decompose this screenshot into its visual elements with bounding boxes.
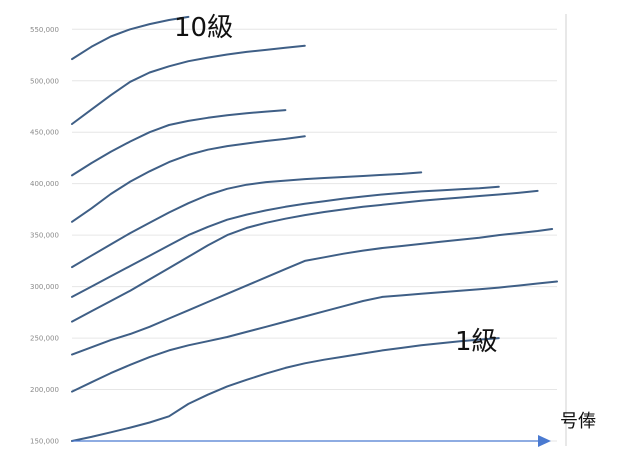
y-tick-label: 150,000 [30,438,59,446]
y-tick-labels: 150,000 200,000 250,000 300,000 350,000 400,0… [30,26,59,446]
series-lines [71,15,558,442]
y-tick-label: 450,000 [30,129,59,137]
series-line-1 [71,337,500,442]
y-tick-label: 250,000 [30,335,59,343]
y-tick-label: 400,000 [30,180,59,188]
y-tick-label: 350,000 [30,232,59,240]
series-line-4 [71,189,539,323]
x-axis-arrowhead [538,435,551,447]
series-line-2 [71,280,558,393]
grid [72,28,557,442]
series-line-9 [71,44,306,125]
series-line-6 [71,171,423,269]
y-tick-label: 300,000 [30,283,59,291]
series-line-8 [71,109,287,177]
y-tick-label: 200,000 [30,386,59,394]
series-line-7 [71,135,306,223]
annotation-grade-10: 10級 [174,13,233,43]
x-axis-label: 号俸 [560,411,596,432]
series-line-3 [71,228,554,356]
y-tick-label: 500,000 [30,77,59,85]
annotation-grade-1: 1級 [455,327,498,357]
series-line-5 [71,185,500,298]
series-line-10 [71,15,190,61]
y-tick-label: 550,000 [30,26,59,34]
x-axis [72,435,551,447]
